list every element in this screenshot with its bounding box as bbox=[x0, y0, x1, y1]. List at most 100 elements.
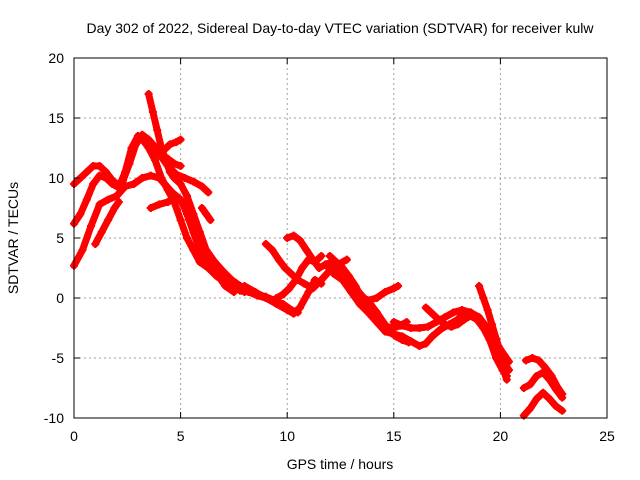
series-arc-13 bbox=[240, 276, 326, 318]
data-point-marker bbox=[178, 198, 187, 206]
data-point-marker bbox=[197, 182, 206, 191]
series-trace-segment bbox=[87, 200, 104, 230]
data-point-marker bbox=[551, 402, 560, 410]
data-point-marker bbox=[539, 388, 548, 397]
data-point-marker bbox=[302, 246, 311, 254]
x-tick-label: 20 bbox=[493, 428, 509, 444]
series-arc-4 bbox=[91, 198, 123, 248]
data-point-marker bbox=[189, 246, 198, 254]
data-point-marker bbox=[195, 228, 204, 236]
data-point-marker bbox=[317, 252, 326, 260]
data-point-marker bbox=[355, 300, 364, 308]
series-trace-segment bbox=[121, 144, 136, 176]
data-point-marker bbox=[289, 309, 298, 318]
data-point-marker bbox=[428, 309, 437, 318]
data-point-marker bbox=[300, 279, 309, 288]
data-point-marker bbox=[170, 159, 179, 168]
data-point-marker bbox=[440, 313, 449, 322]
data-point-marker bbox=[519, 384, 528, 392]
y-tick-label: -10 bbox=[44, 410, 64, 426]
data-point-marker bbox=[351, 282, 360, 290]
data-point-marker bbox=[97, 228, 106, 236]
data-point-marker bbox=[372, 318, 381, 326]
data-point-marker bbox=[325, 252, 334, 260]
data-point-marker bbox=[295, 303, 304, 312]
data-point-marker bbox=[195, 258, 204, 266]
data-point-marker bbox=[472, 315, 481, 324]
data-point-marker bbox=[458, 306, 467, 314]
data-point-marker bbox=[539, 368, 548, 377]
data-point-marker bbox=[172, 170, 181, 179]
data-point-marker bbox=[338, 264, 347, 272]
data-point-marker bbox=[278, 290, 287, 299]
data-point-marker bbox=[389, 330, 398, 338]
data-point-marker bbox=[204, 188, 213, 197]
data-point-marker bbox=[165, 140, 174, 149]
chart-title: Day 302 of 2022, Sidereal Day-to-day VTE… bbox=[86, 20, 594, 36]
data-point-marker bbox=[398, 332, 407, 341]
data-point-marker bbox=[182, 234, 191, 242]
data-point-marker bbox=[157, 144, 166, 152]
data-point-marker bbox=[304, 288, 313, 296]
series-arc-11 bbox=[272, 252, 326, 302]
data-point-marker bbox=[372, 294, 381, 302]
data-point-marker bbox=[180, 174, 189, 182]
data-point-marker bbox=[227, 282, 236, 290]
data-point-marker bbox=[191, 234, 200, 242]
data-point-marker bbox=[219, 276, 228, 284]
x-tick-label: 10 bbox=[279, 428, 295, 444]
data-point-marker bbox=[272, 300, 281, 308]
data-point-marker bbox=[534, 356, 543, 365]
data-point-marker bbox=[210, 266, 219, 275]
data-point-marker bbox=[87, 222, 96, 230]
data-point-marker bbox=[389, 284, 398, 293]
data-point-marker bbox=[82, 168, 91, 176]
series-arc-3 bbox=[70, 171, 238, 296]
data-point-marker bbox=[172, 194, 181, 203]
data-point-marker bbox=[295, 236, 304, 245]
data-point-marker bbox=[151, 156, 160, 164]
data-point-marker bbox=[146, 204, 155, 212]
data-point-marker bbox=[528, 354, 537, 362]
data-point-marker bbox=[310, 276, 319, 284]
data-point-marker bbox=[155, 150, 164, 158]
data-point-marker bbox=[492, 334, 501, 343]
data-point-marker bbox=[172, 138, 181, 146]
y-tick-label: 5 bbox=[56, 230, 64, 246]
data-point-marker bbox=[308, 255, 317, 264]
data-point-marker bbox=[496, 348, 505, 356]
data-point-marker bbox=[545, 375, 554, 384]
data-point-marker bbox=[82, 195, 91, 204]
data-point-marker bbox=[283, 306, 292, 314]
x-tick-label: 15 bbox=[386, 428, 402, 444]
data-point-marker bbox=[545, 394, 554, 403]
data-point-marker bbox=[138, 174, 147, 182]
data-point-marker bbox=[521, 356, 530, 365]
y-axis-label: SDTVAR / TECUs bbox=[5, 182, 21, 294]
data-point-marker bbox=[121, 182, 130, 191]
data-point-marker bbox=[95, 162, 104, 170]
data-point-marker bbox=[526, 380, 535, 389]
data-point-marker bbox=[133, 132, 142, 140]
data-point-marker bbox=[114, 198, 123, 206]
data-point-marker bbox=[283, 234, 292, 242]
data-point-marker bbox=[364, 308, 373, 317]
data-point-marker bbox=[140, 138, 149, 146]
data-point-marker bbox=[157, 174, 166, 182]
series-arc-2 bbox=[70, 132, 185, 228]
data-point-marker bbox=[285, 284, 294, 293]
data-point-marker bbox=[466, 312, 475, 320]
data-point-marker bbox=[434, 315, 443, 324]
y-tick-label: 0 bbox=[56, 290, 64, 306]
x-tick-label: 5 bbox=[177, 428, 185, 444]
data-point-marker bbox=[330, 264, 339, 272]
grid bbox=[74, 58, 607, 418]
data-point-marker bbox=[287, 270, 296, 278]
data-point-marker bbox=[176, 135, 185, 144]
data-point-marker bbox=[453, 320, 462, 329]
data-point-marker bbox=[502, 375, 511, 384]
data-point-marker bbox=[176, 216, 185, 224]
data-point-marker bbox=[479, 324, 488, 332]
x-tick-label: 0 bbox=[70, 428, 78, 444]
data-point-marker bbox=[423, 322, 432, 331]
